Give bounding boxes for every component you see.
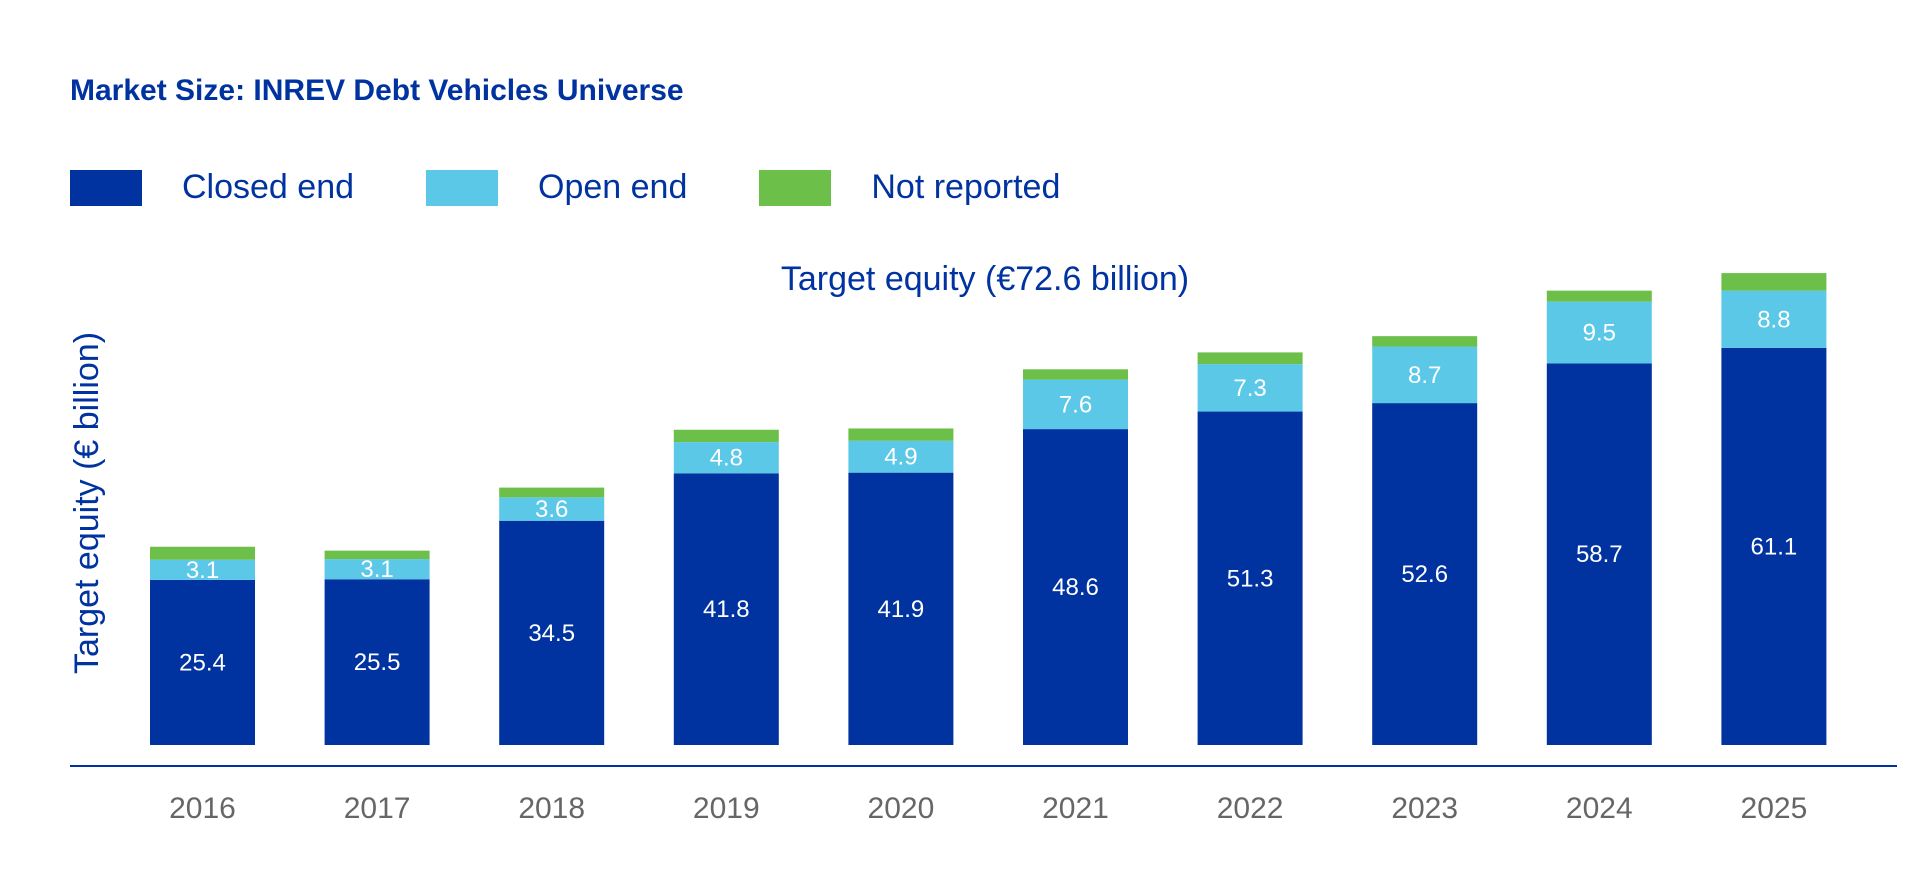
bar-closed-end-2016 [150,579,255,745]
bar-open-end-2017 [324,559,430,580]
legend-label: Closed end [182,168,355,206]
data-label: 25.5 [354,649,401,676]
data-label: 7.6 [1059,391,1092,418]
y-axis-label: Target equity (€ billion) [68,332,106,674]
x-tick-label: 2020 [868,792,935,825]
data-label: 48.6 [1052,574,1099,601]
data-label: 7.3 [1233,375,1266,402]
legend-swatch [70,169,142,206]
bar-not-reported-2016 [150,546,255,560]
bar-closed-end-2020 [848,472,954,745]
legend-label: Not reported [871,168,1061,206]
data-label: 41.8 [703,596,750,623]
bar-not-reported-2017 [324,550,430,560]
bar-not-reported-2023 [1372,336,1478,347]
bar-open-end-2025 [1721,290,1827,348]
chart-title: Market Size: INREV Debt Vehicles Univers… [70,74,684,107]
data-label: 4.8 [710,445,743,472]
bar-open-end-2018 [499,497,605,521]
bar-open-end-2022 [1197,364,1303,412]
data-label: 61.1 [1751,533,1798,560]
data-label: 9.5 [1583,320,1616,347]
legend-item-closed-end: Closed end [70,168,354,207]
legend-swatch [759,169,832,206]
data-label: 8.8 [1757,306,1790,333]
data-label: 3.6 [535,496,568,523]
data-label: 41.9 [878,596,925,623]
data-label: 58.7 [1576,541,1623,568]
data-label: 34.5 [528,620,575,647]
bar-closed-end-2023 [1372,403,1478,745]
data-label: 52.6 [1401,561,1448,588]
bar-open-end-2020 [848,440,954,473]
bar-closed-end-2019 [673,473,779,745]
bar-not-reported-2019 [673,429,779,443]
bar-closed-end-2017 [324,579,430,745]
bar-not-reported-2020 [848,428,954,441]
legend: Closed end Open end Not reported [70,168,1132,207]
bar-open-end-2019 [673,442,779,474]
bar-not-reported-2018 [499,487,605,498]
legend-item-open-end: Open end [426,168,687,207]
x-tick-label: 2023 [1391,792,1458,825]
x-tick-label: 2022 [1217,792,1284,825]
data-label: 25.4 [179,649,226,676]
bar-not-reported-2024 [1546,290,1652,302]
x-tick-label: 2024 [1566,792,1633,825]
data-label: 3.1 [360,556,393,583]
x-tick-label: 2016 [169,792,236,825]
data-label: 51.3 [1227,565,1274,592]
bar-open-end-2016 [150,559,255,580]
x-tick-label: 2017 [344,792,411,825]
x-tick-label: 2021 [1042,792,1109,825]
x-tick-label: 2019 [693,792,760,825]
chart-subtitle: Target equity (€72.6 billion) [781,260,1189,298]
bar-not-reported-2025 [1721,273,1827,291]
data-label: 8.7 [1408,362,1441,389]
legend-label: Open end [538,168,688,206]
bar-closed-end-2024 [1546,363,1652,745]
bar-not-reported-2022 [1197,352,1303,365]
bar-closed-end-2022 [1197,411,1303,745]
bar-open-end-2024 [1546,301,1652,364]
data-label: 4.9 [884,444,917,471]
bar-closed-end-2021 [1023,429,1128,745]
bar-open-end-2021 [1023,379,1128,430]
x-tick-label: 2018 [518,792,585,825]
legend-item-not-reported: Not reported [759,168,1060,207]
bar-not-reported-2021 [1023,369,1128,380]
bar-open-end-2023 [1372,346,1478,404]
bar-closed-end-2025 [1721,347,1827,745]
bar-closed-end-2018 [499,520,605,745]
x-tick-label: 2025 [1741,792,1808,825]
legend-swatch [426,169,499,206]
data-label: 3.1 [186,557,219,584]
